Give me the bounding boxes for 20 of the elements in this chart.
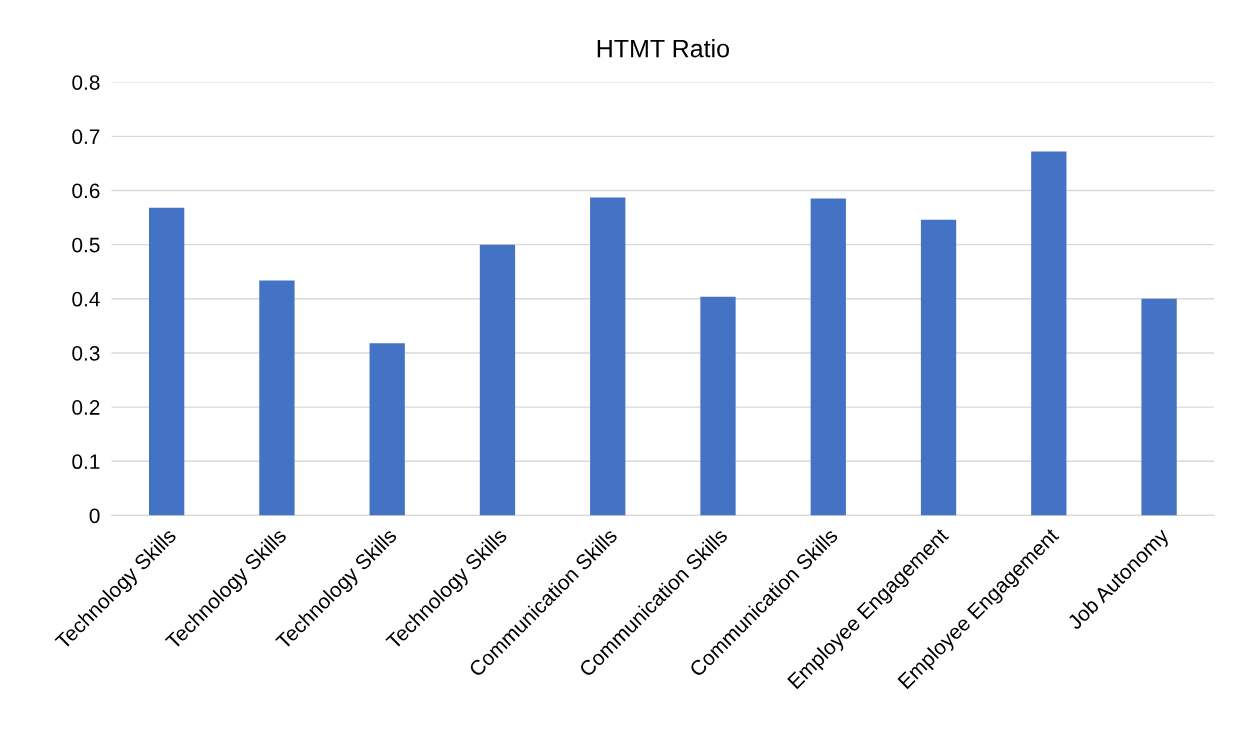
bar [149,207,185,516]
chart-title: HTMT Ratio [597,39,729,58]
y-tick-label: 0.5 [72,237,100,253]
y-tick-label: 0.3 [72,345,100,361]
y-tick-label: 0.8 [72,75,100,90]
y-tick-label: 0.2 [72,400,100,415]
y-tick-label: 0.6 [72,183,100,199]
bar [920,219,957,516]
bar [700,296,736,516]
bar [810,198,846,516]
y-tick-label: 0.4 [72,291,100,307]
bar [590,197,626,516]
bar [1031,151,1067,516]
y-tick-label: 0.7 [72,129,100,145]
bar [259,280,295,516]
bar [1141,298,1177,516]
bar [369,343,405,516]
bar [479,244,516,516]
y-tick-label: 0 [89,508,100,524]
y-tick-label: 0.1 [72,454,100,470]
